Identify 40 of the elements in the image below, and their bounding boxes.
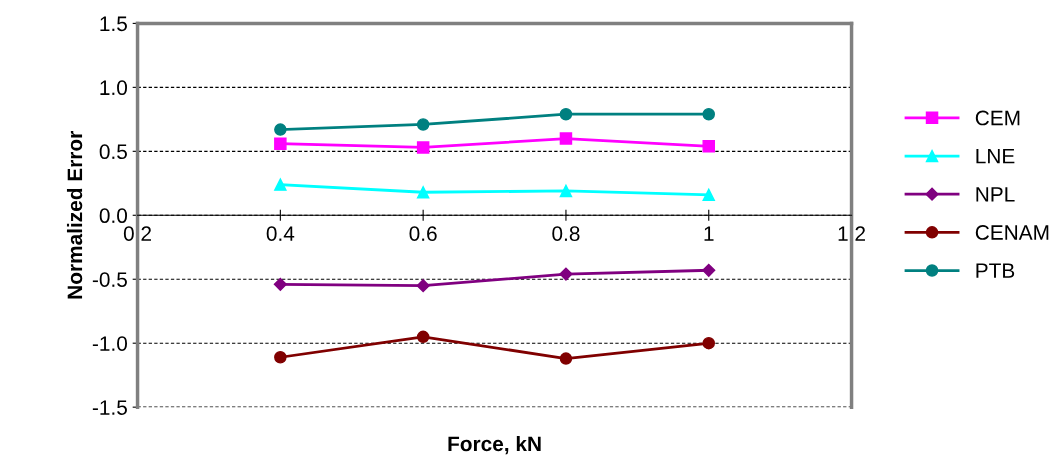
point — [416, 186, 430, 199]
point — [559, 184, 573, 198]
point — [702, 139, 716, 153]
point — [274, 178, 287, 191]
legend-label: PTB — [976, 263, 1015, 278]
point — [702, 336, 716, 350]
y-tick-label: 0.0 — [99, 208, 128, 224]
legend-label: CENAM — [975, 225, 1049, 240]
x-tick-label: 0.4 — [266, 226, 295, 241]
x-tick-label: 0.2 — [123, 226, 151, 241]
x-tick-label: 0.6 — [409, 226, 437, 241]
point — [416, 118, 430, 131]
point — [559, 132, 573, 145]
y-tick-label: 1.5 — [100, 16, 127, 32]
point — [559, 352, 573, 365]
point — [416, 279, 430, 293]
point — [416, 141, 430, 154]
point — [702, 188, 716, 202]
point — [274, 137, 287, 150]
point — [273, 277, 287, 291]
y-axis-title: Normalized Error — [66, 131, 83, 299]
point — [702, 107, 716, 121]
x-axis-title: Force, kN — [448, 435, 541, 455]
y-tick-label: 1.0 — [100, 80, 128, 96]
x-tick-label: 1.2 — [838, 226, 865, 241]
point — [274, 123, 287, 136]
x-tick-label: 1 — [704, 226, 714, 241]
legend-label: CEM — [975, 110, 1020, 126]
legend-label: NPL — [976, 187, 1015, 202]
y-tick-label: -1.5 — [92, 400, 127, 415]
point — [702, 263, 716, 277]
point — [416, 330, 430, 344]
point — [559, 267, 573, 281]
point — [559, 107, 573, 121]
x-tick-label: 0.8 — [552, 226, 580, 241]
legend-label: LNE — [976, 148, 1015, 164]
y-tick-label: -0.5 — [92, 272, 127, 287]
y-tick-label: -1.0 — [92, 336, 128, 351]
y-tick-label: 0.5 — [99, 144, 127, 160]
point — [274, 351, 287, 364]
